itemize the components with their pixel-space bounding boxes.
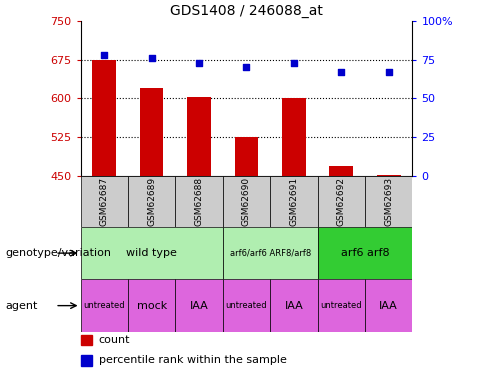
Point: [195, 60, 203, 66]
Text: percentile rank within the sample: percentile rank within the sample: [99, 356, 286, 365]
Bar: [318, 227, 412, 279]
Bar: [282, 99, 305, 176]
Point: [290, 60, 298, 66]
Text: untreated: untreated: [225, 301, 267, 310]
Point: [337, 69, 345, 75]
Text: GSM62692: GSM62692: [337, 177, 346, 226]
Point: [385, 69, 392, 75]
Text: GSM62688: GSM62688: [195, 177, 203, 226]
Bar: [128, 176, 175, 227]
Text: IAA: IAA: [285, 301, 303, 310]
Text: GSM62689: GSM62689: [147, 177, 156, 226]
Text: IAA: IAA: [379, 301, 398, 310]
Bar: [81, 227, 223, 279]
Bar: [318, 176, 365, 227]
Title: GDS1408 / 246088_at: GDS1408 / 246088_at: [170, 4, 323, 18]
Bar: [235, 137, 258, 176]
Bar: [270, 176, 318, 227]
Text: GSM62687: GSM62687: [100, 177, 109, 226]
Text: arf6/arf6 ARF8/arf8: arf6/arf6 ARF8/arf8: [229, 249, 311, 258]
Bar: [81, 355, 92, 366]
Bar: [175, 279, 223, 332]
Text: IAA: IAA: [190, 301, 208, 310]
Bar: [175, 176, 223, 227]
Point: [101, 52, 108, 58]
Bar: [223, 227, 318, 279]
Text: untreated: untreated: [321, 301, 362, 310]
Text: wild type: wild type: [126, 248, 177, 258]
Bar: [329, 166, 353, 176]
Text: agent: agent: [5, 301, 37, 310]
Point: [148, 55, 156, 61]
Bar: [377, 175, 401, 176]
Bar: [81, 334, 92, 345]
Text: untreated: untreated: [83, 301, 125, 310]
Text: GSM62690: GSM62690: [242, 177, 251, 226]
Bar: [187, 97, 211, 176]
Bar: [270, 279, 318, 332]
Bar: [365, 176, 412, 227]
Point: [243, 64, 250, 70]
Bar: [81, 176, 128, 227]
Bar: [318, 279, 365, 332]
Bar: [365, 279, 412, 332]
Text: count: count: [99, 335, 130, 345]
Bar: [223, 279, 270, 332]
Text: mock: mock: [137, 301, 167, 310]
Text: GSM62691: GSM62691: [289, 177, 298, 226]
Text: GSM62693: GSM62693: [384, 177, 393, 226]
Text: arf6 arf8: arf6 arf8: [341, 248, 389, 258]
Bar: [128, 279, 175, 332]
Bar: [81, 279, 128, 332]
Bar: [140, 88, 163, 176]
Bar: [223, 176, 270, 227]
Bar: [92, 60, 116, 176]
Text: genotype/variation: genotype/variation: [5, 248, 111, 258]
